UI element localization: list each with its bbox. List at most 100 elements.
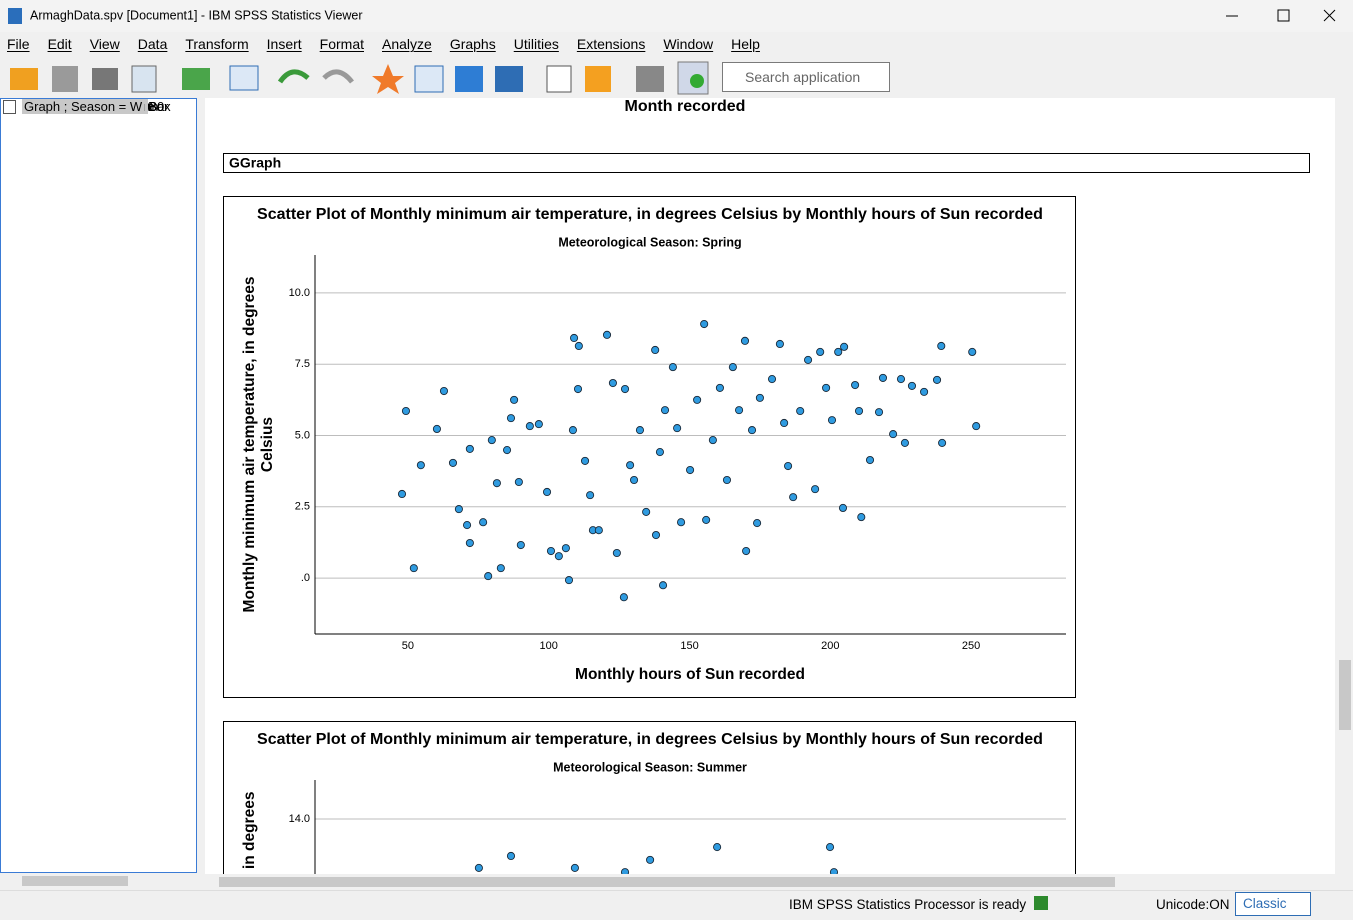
content-hscrollbar[interactable] (205, 874, 1335, 890)
data-point (608, 378, 617, 388)
menu-item[interactable]: View (89, 36, 120, 52)
section-box (223, 153, 1310, 173)
goto-variable-button[interactable] (414, 65, 444, 93)
scroll-thumb[interactable] (219, 877, 1115, 887)
data-point (775, 339, 784, 349)
scroll-thumb[interactable] (1339, 660, 1351, 730)
content-vscrollbar[interactable] (1337, 98, 1353, 874)
goto-case-button[interactable] (372, 64, 404, 94)
print-button[interactable] (92, 68, 118, 90)
data-point (827, 416, 837, 425)
data-point (668, 363, 677, 372)
data-point (728, 363, 737, 372)
chart-subtitle: Meteorological Season: Summer (553, 760, 747, 774)
scroll-thumb[interactable] (22, 876, 128, 886)
data-point (465, 538, 474, 548)
chart-title: Scatter Plot of Monthly minimum air temp… (257, 206, 1043, 223)
designate-window-button[interactable] (546, 65, 572, 93)
open-button[interactable] (10, 68, 38, 90)
data-point (740, 336, 750, 345)
data-point (747, 426, 757, 435)
data-point (401, 406, 411, 416)
data-point (865, 455, 875, 465)
data-point (484, 572, 493, 581)
data-point (506, 414, 516, 423)
data-point (900, 438, 909, 447)
mode-button[interactable]: Classic (1235, 892, 1311, 916)
menu-item[interactable]: Edit (47, 36, 72, 52)
data-point (804, 355, 813, 364)
preview-button[interactable] (131, 65, 157, 93)
window-title: ArmaghData.spv [Document1] - IBM SPSS St… (30, 8, 363, 22)
y-tick-label: 10.0 (289, 287, 310, 299)
data-point (525, 422, 534, 431)
split-file-button[interactable] (495, 66, 523, 92)
redo-button[interactable] (322, 69, 354, 84)
hide-button[interactable] (636, 66, 664, 92)
menu-item[interactable]: Help (731, 36, 760, 52)
data-point (780, 418, 789, 428)
x-tick-label: 250 (962, 640, 980, 652)
undo-button[interactable] (277, 69, 310, 84)
menu-item[interactable]: Data (137, 36, 168, 52)
toolbar-icons (10, 61, 709, 95)
data-point (502, 446, 512, 455)
data-point (646, 855, 655, 864)
export-button[interactable] (182, 68, 210, 90)
run-button[interactable] (585, 66, 611, 92)
output-pane: Month recorded GGraph Scatter Plot of Mont… (205, 98, 1335, 874)
data-point (708, 436, 717, 445)
menu-item[interactable]: Graphs (449, 36, 496, 52)
data-point (673, 424, 682, 433)
data-point (753, 519, 762, 528)
data-point (397, 489, 407, 499)
close-button[interactable] (1323, 9, 1336, 22)
data-point (651, 345, 660, 355)
data-point (822, 383, 831, 392)
menu-item[interactable]: Extensions (576, 36, 646, 52)
search-box[interactable]: Search application (722, 62, 890, 92)
output-canvas: Month recorded GGraph Scatter Plot of Mont… (223, 98, 1310, 874)
data-point (651, 530, 661, 540)
data-point (686, 465, 695, 475)
data-point (755, 393, 764, 402)
y-axis-label: Monthly minimum air temperature, in degr… (241, 792, 258, 874)
y-tick-label: 7.5 (295, 358, 310, 370)
data-point (784, 461, 793, 471)
data-point (635, 426, 645, 435)
data-point (612, 548, 621, 558)
data-point (463, 521, 472, 530)
recall-button[interactable] (229, 65, 259, 91)
menu-item[interactable]: Insert (266, 36, 302, 52)
menu-item[interactable]: File (7, 36, 30, 52)
outline-pane: OutputLogDescriptivesTitleNotesActive Da… (0, 98, 197, 873)
title-bar: ArmaghData.spv [Document1] - IBM SPSS St… (0, 0, 1353, 32)
data-point (972, 422, 981, 431)
menu-item[interactable]: Utilities (513, 36, 559, 52)
data-point (658, 581, 668, 590)
data-point (702, 515, 711, 524)
data-point (715, 383, 724, 392)
tree-scrollbar[interactable] (0, 873, 197, 889)
data-point (816, 347, 825, 357)
data-point (542, 487, 552, 497)
data-point (840, 342, 849, 351)
data-point (432, 424, 441, 434)
chart-frame (223, 721, 1076, 874)
menu-item[interactable]: Format (319, 36, 364, 52)
menu-item[interactable]: Window (663, 36, 714, 52)
data-point (874, 408, 884, 417)
insert-cases-button[interactable] (455, 66, 483, 92)
data-point (677, 518, 686, 527)
status-message: IBM SPSS Statistics Processor is ready (789, 897, 1027, 912)
app-icon (8, 8, 22, 24)
menu-item[interactable]: Analyze (382, 36, 432, 52)
data-point (496, 564, 505, 573)
maximize-button[interactable] (1277, 9, 1290, 22)
data-point (693, 395, 702, 404)
menu-item[interactable]: Transform (185, 36, 249, 52)
data-point (620, 868, 630, 874)
data-point (506, 851, 516, 861)
chart-title: Scatter Plot of Monthly minimum air temp… (257, 731, 1043, 748)
save-button[interactable] (52, 66, 78, 92)
